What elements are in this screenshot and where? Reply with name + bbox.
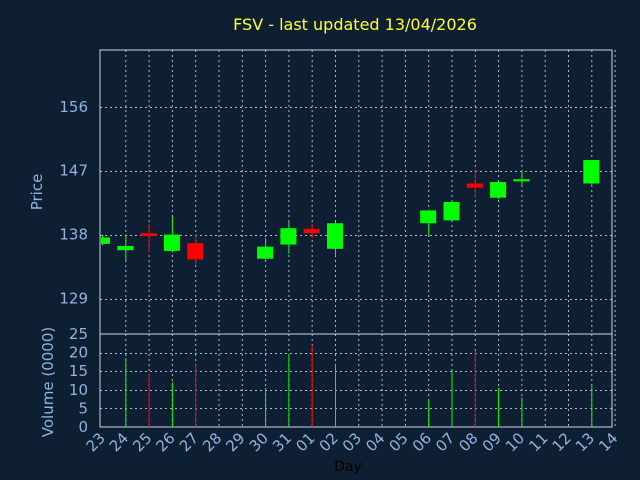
x-axis-label: Day xyxy=(334,459,362,475)
price-y-tick-label: 129 xyxy=(59,290,88,308)
price-y-ticks: 129 138 147 156 xyxy=(59,98,88,308)
candles xyxy=(101,160,600,265)
volume-y-tick-label: 15 xyxy=(69,362,88,380)
price-y-tick-label: 156 xyxy=(59,98,88,116)
candle-body xyxy=(490,182,507,198)
candle-body xyxy=(513,179,530,182)
price-grid xyxy=(100,50,616,334)
candle-body xyxy=(140,233,157,237)
candle-body xyxy=(327,223,343,249)
candle-body xyxy=(443,201,460,221)
volume-grid xyxy=(100,334,616,427)
price-axis-label: Price xyxy=(28,174,46,211)
price-panel-frame xyxy=(99,49,613,335)
candle-body xyxy=(117,245,134,251)
candle-body xyxy=(101,237,110,244)
chart-title: FSV - last updated 13/04/2026 xyxy=(233,15,477,34)
x-tick-label: 14 xyxy=(595,429,621,455)
price-y-tick-label: 147 xyxy=(59,162,88,180)
candle-body xyxy=(257,246,274,259)
volume-y-tick-label: 25 xyxy=(69,325,88,343)
volume-y-tick-label: 5 xyxy=(78,399,88,417)
candle-body xyxy=(187,243,204,260)
volume-axis-label: Volume (0000) xyxy=(39,327,57,437)
candle-body xyxy=(280,228,297,245)
candle-body xyxy=(466,183,483,188)
volume-y-tick-label: 20 xyxy=(69,344,88,362)
price-y-tick-label: 138 xyxy=(59,226,88,244)
candle-body xyxy=(583,160,600,184)
candle-body xyxy=(163,234,180,251)
volume-panel-frame xyxy=(99,333,613,428)
volume-y-tick-label: 10 xyxy=(69,381,88,399)
x-ticks: 2324252627282930310102030405060708091011… xyxy=(83,429,622,455)
candle-body xyxy=(420,210,437,224)
volume-y-tick-label: 0 xyxy=(78,418,88,436)
candle-body xyxy=(303,228,320,234)
volume-bars xyxy=(125,345,593,427)
